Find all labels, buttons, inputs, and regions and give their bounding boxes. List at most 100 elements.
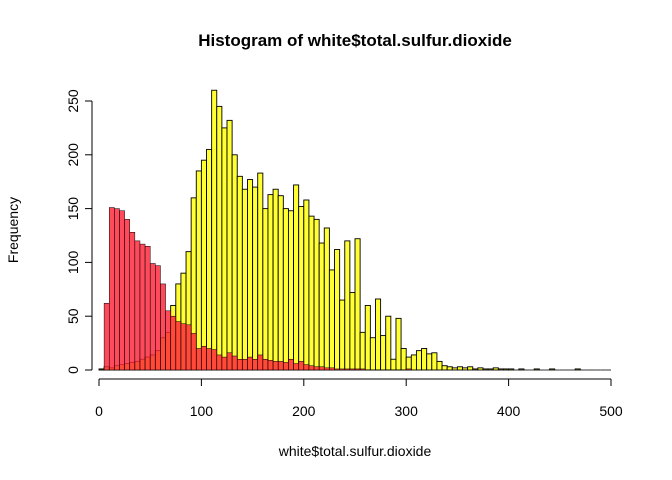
yellow-bar-345	[451, 367, 458, 371]
yellow-bar-380	[487, 368, 494, 371]
yellow-bar-395	[503, 368, 510, 371]
red-bar-175	[277, 361, 284, 371]
red-bar-185	[288, 358, 294, 371]
yellow-bar-95	[195, 170, 202, 371]
yellow-bar-120	[221, 127, 228, 371]
red-bar-235	[339, 368, 346, 371]
yellow-bar-385	[492, 367, 499, 371]
yellow-bar-255	[359, 331, 366, 371]
red-bar-150	[252, 358, 258, 371]
yellow-bar-200	[303, 199, 310, 371]
yellow-bar-340	[446, 366, 453, 371]
red-bar-70	[170, 315, 177, 371]
yellow-bar-140	[241, 188, 248, 371]
y-tick-label-0: 0	[65, 366, 81, 374]
yellow-bar-110	[211, 89, 218, 371]
yellow-bar-400	[508, 368, 515, 371]
red-bar-15	[114, 208, 120, 371]
yellow-bar-360	[467, 366, 474, 371]
yellow-bar-275	[380, 335, 387, 371]
red-bar-155	[257, 354, 264, 371]
red-bar-195	[298, 361, 305, 371]
yellow-bar-155	[257, 172, 264, 371]
yellow-bar-260	[364, 304, 371, 371]
yellow-bar-370	[477, 367, 484, 371]
yellow-bar-135	[236, 175, 243, 371]
yellow-bar-330	[436, 360, 443, 371]
yellow-bar-245	[349, 292, 356, 371]
yellow-bar-180	[282, 208, 289, 371]
x-tick-label-200: 200	[292, 403, 316, 419]
yellow-bar-265	[369, 337, 376, 371]
yellow-bar-205	[308, 215, 315, 371]
red-bar-240	[344, 368, 351, 371]
x-ticks: 0 100 200 300 400 500	[95, 379, 623, 419]
yellow-bar-320	[426, 353, 433, 371]
red-bar-230	[334, 368, 340, 371]
red-bar-45	[144, 246, 151, 371]
yellow-bar-210	[313, 218, 320, 371]
yellow-bar-335	[441, 365, 448, 371]
red-bar-225	[329, 367, 335, 371]
yellow-bar-225	[328, 269, 335, 371]
red-bar-180	[283, 362, 289, 371]
yellow-bar-290	[395, 317, 402, 371]
yellow-bar-310	[415, 350, 423, 371]
x-tick-label-300: 300	[395, 403, 419, 419]
red-bar-60	[160, 283, 166, 371]
red-bar-105	[206, 348, 212, 371]
y-tick-label-150: 150	[65, 197, 81, 221]
yellow-bar-240	[344, 240, 351, 371]
red-bar-95	[196, 348, 202, 371]
red-bar-5	[103, 303, 110, 371]
yellow-bar-170	[272, 188, 279, 371]
yellow-bar-235	[339, 299, 346, 371]
yellow-bar-100	[200, 159, 207, 371]
y-axis-label: Frequency	[5, 197, 21, 263]
yellow-bar-250	[354, 238, 361, 371]
y-tick-label-50: 50	[65, 308, 81, 324]
red-bar-190	[293, 363, 299, 371]
red-bar-80	[180, 323, 187, 371]
red-bar-100	[201, 346, 207, 371]
yellow-bar-150	[252, 186, 259, 371]
red-bar-210	[313, 366, 320, 371]
red-bar-255	[359, 368, 366, 371]
red-bar-30	[129, 232, 136, 371]
x-tick-label-100: 100	[190, 403, 214, 419]
red-bar-250	[354, 368, 361, 371]
yellow-bar-195	[298, 205, 305, 371]
yellow-bar-425	[533, 368, 540, 371]
x-tick-label-400: 400	[497, 403, 521, 419]
red-bar-130	[231, 355, 238, 371]
yellow-bar-355	[462, 367, 469, 371]
red-bar-65	[165, 310, 171, 371]
yellow-bar-295	[400, 348, 407, 371]
x-tick-label-0: 0	[95, 403, 103, 419]
yellow-bar-270	[375, 298, 382, 371]
plot-area	[98, 89, 611, 371]
chart-title: Histogram of white$total.sulfur.dioxide	[198, 31, 512, 50]
yellow-bar-145	[247, 179, 254, 371]
y-tick-label-250: 250	[65, 89, 81, 113]
y-ticks: 0 50 100 150 200 250	[65, 89, 92, 374]
red-bar-160	[262, 358, 269, 371]
yellow-bar-190	[293, 184, 300, 371]
red-bar-200	[303, 364, 310, 371]
yellow-bar-130	[231, 154, 238, 371]
y-tick-label-200: 200	[65, 143, 81, 167]
red-bar-300	[405, 368, 412, 371]
red-bar-220	[324, 367, 330, 371]
yellow-bar-115	[216, 105, 223, 371]
yellow-bar-175	[277, 195, 284, 371]
yellow-bar-365	[472, 368, 479, 371]
red-bar-50	[149, 263, 156, 371]
red-bar-85	[185, 324, 192, 371]
red-bar-165	[267, 360, 274, 371]
red-bar-170	[272, 361, 279, 371]
red-bar-90	[190, 333, 197, 371]
yellow-bar-215	[318, 242, 325, 371]
red-bar-35	[134, 240, 141, 371]
red-bar-20	[119, 210, 125, 371]
